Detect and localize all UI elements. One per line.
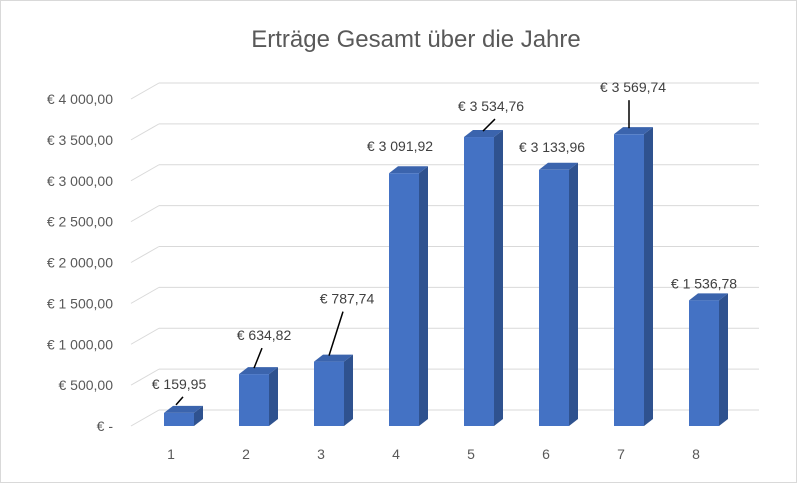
bar-top (539, 162, 578, 170)
bar-side (569, 162, 578, 426)
gridline-diagonal (130, 368, 160, 386)
data-label: € 3 091,92 (367, 138, 433, 154)
x-tick-label: 8 (692, 446, 700, 462)
gridline-diagonal (130, 327, 160, 345)
x-tick-label: 7 (617, 446, 625, 462)
y-tick-label: € 1 000,00 (47, 336, 113, 352)
gridline-diagonal (130, 123, 160, 141)
data-label: € 787,74 (320, 291, 375, 307)
gridline-diagonal (130, 409, 160, 427)
bar-top (464, 130, 503, 138)
bar-top (239, 367, 278, 375)
bar-front (464, 137, 494, 426)
gridlines (130, 82, 759, 427)
y-tick-label: € 2 000,00 (47, 255, 113, 271)
y-tick-label: € 3 500,00 (47, 132, 113, 148)
bar-6 (539, 162, 578, 426)
gridline-diagonal (130, 246, 160, 263)
bar-front (689, 300, 719, 426)
bar-side (269, 367, 278, 426)
gridline-diagonal (130, 82, 160, 100)
bars (164, 127, 728, 426)
x-tick-label: 4 (392, 446, 400, 462)
bar-front (314, 361, 344, 426)
data-label: € 159,95 (152, 376, 207, 392)
bar-top (614, 127, 653, 135)
bar-top (689, 293, 728, 301)
bar-front (389, 173, 419, 426)
bar-2 (239, 367, 278, 426)
data-label: € 3 534,76 (458, 98, 524, 114)
bar-side (419, 166, 428, 426)
bar-4 (389, 166, 428, 426)
x-axis-ticks: 1 2 3 4 5 6 7 8 (167, 446, 700, 462)
data-labels: € 159,95 € 634,82 € 787,74 € 3 091,92 € 3 53… (152, 79, 737, 406)
bar-top (389, 166, 428, 174)
data-label: € 3 133,96 (519, 139, 585, 155)
y-tick-label: € 500,00 (59, 377, 114, 393)
y-tick-label: € 1 500,00 (47, 295, 113, 311)
bar-8 (689, 293, 728, 426)
y-tick-label: € 4 000,00 (47, 91, 113, 107)
x-tick-label: 6 (542, 446, 550, 462)
data-label-leader (175, 396, 184, 406)
bar-front (239, 374, 269, 426)
bar-top (314, 354, 353, 362)
bar-top (164, 405, 203, 413)
bar-5 (464, 130, 503, 426)
bar-side (644, 127, 653, 426)
gridline-diagonal (130, 286, 160, 304)
bar-front (614, 134, 644, 426)
data-label-leader (328, 311, 344, 356)
bar-1 (164, 405, 203, 426)
bar-side (719, 293, 728, 426)
data-label: € 1 536,78 (671, 275, 737, 291)
data-label: € 634,82 (237, 327, 292, 343)
bar-side (194, 405, 203, 426)
x-tick-label: 1 (167, 446, 175, 462)
x-tick-label: 2 (242, 446, 250, 462)
x-tick-label: 5 (467, 446, 475, 462)
y-tick-label: € - (97, 418, 114, 434)
data-label-leader (253, 347, 263, 369)
y-tick-label: € 3 000,00 (47, 173, 113, 189)
chart-title: Erträge Gesamt über die Jahre (251, 26, 581, 53)
gridline-diagonal (130, 164, 160, 182)
bar-3 (314, 354, 353, 426)
bar-front (539, 169, 569, 426)
y-axis-ticks: € - € 500,00 € 1 000,00 € 1 500,00 € 2 000,0… (47, 91, 114, 434)
gridline-diagonal (130, 205, 160, 223)
x-tick-label: 3 (317, 446, 325, 462)
bar-front (164, 412, 194, 426)
bar-side (344, 354, 353, 426)
data-label: € 3 569,74 (600, 79, 666, 95)
data-label-leader (482, 118, 496, 132)
y-tick-label: € 2 500,00 (47, 214, 113, 230)
bar-side (494, 130, 503, 426)
bar-7 (614, 127, 653, 426)
